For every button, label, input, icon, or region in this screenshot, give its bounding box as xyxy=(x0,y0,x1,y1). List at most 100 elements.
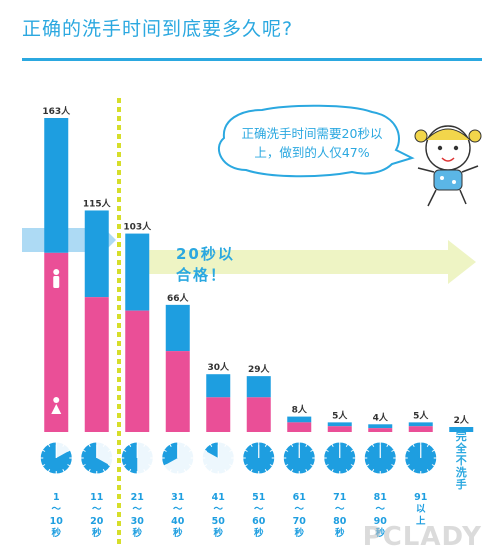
clock-tick-5-2 xyxy=(264,469,268,473)
clock-tick-7-2 xyxy=(345,469,349,473)
clock-tick-1-4 xyxy=(88,469,91,473)
clock-tick-2-8 xyxy=(128,443,132,447)
category-label-10-2: 不 xyxy=(456,454,467,467)
data-label-2: 103人 xyxy=(123,221,152,233)
clock-tick-3-10 xyxy=(183,443,187,447)
category-label-7-3: 秒 xyxy=(335,527,345,539)
clock-tick-4-7 xyxy=(204,449,208,452)
category-label-9-2: 上 xyxy=(416,515,426,527)
category-label-2-2: 30 xyxy=(131,516,145,527)
bar-male-5 xyxy=(246,376,271,398)
clock-tick-7-8 xyxy=(331,443,334,447)
clock-icon-3 xyxy=(161,441,195,475)
bar-female-3 xyxy=(165,351,190,432)
category-label-8-0: 81 xyxy=(374,492,387,503)
category-label-2-3: 秒 xyxy=(132,527,142,539)
category-label-4-2: 50 xyxy=(212,516,226,527)
bar-female-2 xyxy=(125,310,150,432)
clock-tick-2-2 xyxy=(143,469,146,473)
category-label-7-1: ～ xyxy=(335,504,345,515)
clock-tick-1-11 xyxy=(107,449,111,452)
clock-tick-8-8 xyxy=(371,443,375,447)
male-icon xyxy=(53,269,60,288)
clock-tick-6-5 xyxy=(285,464,289,467)
clock-tick-5-5 xyxy=(244,464,248,467)
pass-label-line2: 合格！ xyxy=(176,266,228,284)
page-title: 正确的洗手时间到底要多久呢? xyxy=(22,18,294,40)
clock-tick-9-8 xyxy=(412,443,415,447)
category-label-0-0: 1 xyxy=(53,492,60,503)
clock-tick-6-10 xyxy=(305,443,308,447)
clock-tick-9-4 xyxy=(412,469,415,473)
clock-tick-6-4 xyxy=(290,469,294,473)
clock-tick-5-10 xyxy=(264,443,268,447)
clock-tick-1-2 xyxy=(102,469,106,473)
clock-tick-9-10 xyxy=(426,443,430,447)
clock-icon-2 xyxy=(120,441,154,475)
clock-tick-4-8 xyxy=(209,443,213,447)
category-label-9-0: 91 xyxy=(414,492,427,503)
bar-male-0 xyxy=(44,118,69,253)
category-label-6-0: 61 xyxy=(293,492,306,503)
category-label-9-1: 以 xyxy=(416,504,426,515)
category-label-5-1: ～ xyxy=(254,504,264,515)
clock-tick-8-10 xyxy=(386,443,389,447)
clock-tick-5-11 xyxy=(269,449,273,452)
clock-tick-5-4 xyxy=(250,469,253,473)
pass-label-line1: 20秒以 xyxy=(176,245,235,263)
clock-tick-1-5 xyxy=(82,464,86,467)
male-icon-head xyxy=(53,269,60,275)
category-label-3-1: ～ xyxy=(173,504,183,515)
bar-male-6 xyxy=(287,416,312,423)
speech-bubble xyxy=(218,104,415,178)
clock-tick-0-7 xyxy=(42,449,46,452)
clock-tick-5-1 xyxy=(269,464,273,467)
clock-tick-2-1 xyxy=(148,464,152,467)
male-icon-body xyxy=(53,276,60,288)
clock-tick-6-1 xyxy=(310,464,314,467)
bar-male-2 xyxy=(125,233,150,311)
clock-tick-1-7 xyxy=(82,449,86,452)
category-label-1-1: ～ xyxy=(92,504,102,515)
data-label-5: 29人 xyxy=(248,363,271,375)
clock-tick-2-7 xyxy=(123,449,127,452)
data-label-1: 115人 xyxy=(83,197,112,209)
category-label-8-2: 90 xyxy=(374,516,388,527)
female-icon-head xyxy=(53,397,60,403)
bar-male-4 xyxy=(206,374,231,398)
category-label-6-1: ～ xyxy=(294,504,304,515)
clock-tick-4-1 xyxy=(229,464,233,467)
bar-male-3 xyxy=(165,304,190,352)
data-label-10: 2人 xyxy=(454,414,470,426)
girl-cartoon-icon xyxy=(414,125,482,207)
pass-label: 20秒以 合格！ xyxy=(176,244,235,286)
category-label-0-3: 秒 xyxy=(51,527,61,539)
clock-elapsed-3 xyxy=(163,442,194,474)
clock-icon-9 xyxy=(404,441,438,475)
clock-icon-0 xyxy=(39,441,73,475)
clock-tick-7-4 xyxy=(331,469,334,473)
data-label-3: 66人 xyxy=(167,292,190,304)
data-label-9: 5人 xyxy=(413,409,429,421)
bar-female-9 xyxy=(408,426,433,432)
category-label-5-3: 秒 xyxy=(254,527,264,539)
category-label-10-1: 全 xyxy=(455,441,468,455)
clock-tick-8-7 xyxy=(366,449,370,452)
clock-tick-4-5 xyxy=(204,464,208,467)
female-icon xyxy=(51,397,62,414)
clock-tick-3-2 xyxy=(183,469,187,473)
clock-tick-8-4 xyxy=(371,469,375,473)
clock-tick-3-11 xyxy=(188,449,192,452)
category-label-7-0: 71 xyxy=(333,492,346,503)
clock-tick-3-8 xyxy=(169,443,172,447)
category-label-5-0: 51 xyxy=(252,492,265,503)
clock-tick-7-1 xyxy=(350,464,354,467)
clock-tick-6-7 xyxy=(285,449,289,452)
clock-tick-2-5 xyxy=(123,464,127,467)
category-label-5-2: 60 xyxy=(252,516,266,527)
clock-tick-0-2 xyxy=(62,469,65,473)
category-label-2-1: ～ xyxy=(132,504,142,515)
data-label-4: 30人 xyxy=(207,361,230,373)
clock-tick-7-5 xyxy=(325,464,329,467)
clock-tick-2-10 xyxy=(143,443,146,447)
